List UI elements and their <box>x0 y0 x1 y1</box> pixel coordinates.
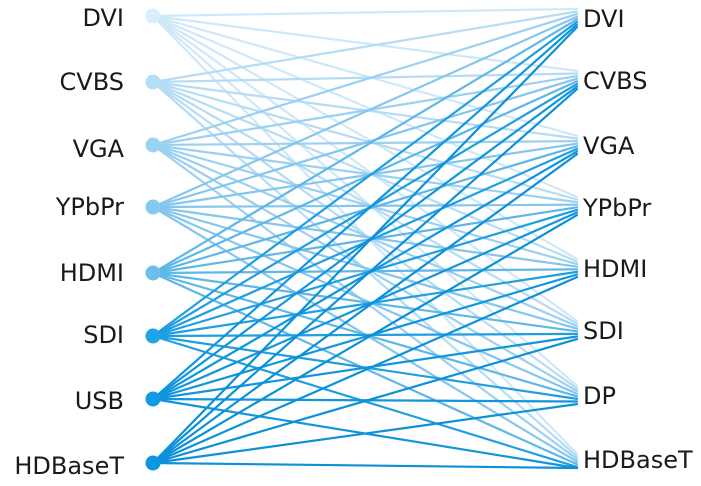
connection-line-hdbaset-to-cvbs <box>151 87 579 465</box>
input-node-hdbaset <box>145 455 161 471</box>
connection-line-ypbpr-to-hdmi <box>151 205 579 268</box>
output-label-sdi: SDI <box>583 317 624 345</box>
connection-line-ypbpr-to-dp <box>151 205 579 395</box>
connection-line-hdmi-to-cvbs <box>151 80 579 275</box>
output-label-dp: DP <box>583 382 616 410</box>
input-node-dvi <box>145 8 161 24</box>
connection-line-hdbaset-to-vga <box>151 153 579 465</box>
connection-line-hdbaset-to-hdmi <box>151 276 579 465</box>
connection-line-usb-to-cvbs <box>151 85 579 401</box>
connection-line-ypbpr-to-dvi <box>151 15 579 209</box>
connection-line-usb-to-hdmi <box>151 273 579 401</box>
input-node-ypbpr <box>145 199 161 215</box>
connection-line-dvi-to-dp <box>151 14 579 387</box>
input-node-usb <box>145 391 161 407</box>
input-label-sdi: SDI <box>83 321 124 349</box>
input-label-hdmi: HDMI <box>59 259 124 287</box>
connection-line-hdbaset-to-dvi <box>151 26 579 465</box>
input-label-vga: VGA <box>72 135 124 163</box>
output-label-dvi: DVI <box>583 5 625 33</box>
connection-line-sdi-to-hdmi <box>151 270 579 338</box>
connection-line-hdmi-to-dvi <box>151 18 579 275</box>
output-label-vga: VGA <box>583 132 635 160</box>
connection-line-sdi-to-cvbs <box>151 82 579 338</box>
output-label-hdbaset: HDBaseT <box>583 446 693 474</box>
input-node-hdmi <box>145 265 161 281</box>
input-node-sdi <box>145 328 161 344</box>
connection-line-hdbaset-to-ypbpr <box>151 214 579 465</box>
connection-line-sdi-to-dvi <box>151 20 579 338</box>
connection-line-hdmi-to-hdmi <box>151 268 579 275</box>
connection-line-usb-to-dvi <box>151 23 579 401</box>
input-label-cvbs: CVBS <box>59 68 124 96</box>
output-label-hdmi: HDMI <box>583 255 648 283</box>
input-node-cvbs <box>145 74 161 90</box>
connection-line-ypbpr-to-vga <box>151 142 579 209</box>
connection-line-usb-to-ypbpr <box>151 211 579 401</box>
connection-line-hdbaset-to-sdi <box>151 338 579 465</box>
output-label-cvbs: CVBS <box>583 67 648 95</box>
input-node-vga <box>145 137 161 153</box>
input-label-hdbaset: HDBaseT <box>14 452 124 480</box>
connection-line-ypbpr-to-ypbpr <box>151 203 579 209</box>
input-label-dvi: DVI <box>82 4 124 32</box>
connection-line-hdbaset-to-dp <box>151 403 579 465</box>
connection-line-dvi-to-vga <box>151 14 579 137</box>
input-label-usb: USB <box>74 387 124 415</box>
connection-line-cvbs-to-dvi <box>151 10 579 84</box>
connection-line-hdbaset-to-hdbaset <box>151 461 579 470</box>
connection-line-usb-to-sdi <box>151 335 579 401</box>
input-label-ypbpr: YPbPr <box>55 193 124 221</box>
connection-line-ypbpr-to-sdi <box>151 205 579 330</box>
output-label-ypbpr: YPbPr <box>583 194 652 222</box>
connection-line-hdmi-to-ypbpr <box>151 206 579 275</box>
connection-line-dvi-to-dvi <box>151 7 579 18</box>
connection-line-sdi-to-ypbpr <box>151 208 579 338</box>
connection-line-vga-to-dvi <box>151 13 579 147</box>
